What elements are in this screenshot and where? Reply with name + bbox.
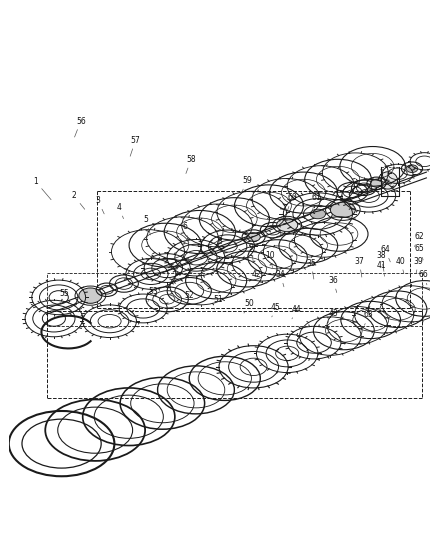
- Text: 40: 40: [395, 257, 404, 273]
- Text: 36: 36: [328, 276, 337, 293]
- Text: 37: 37: [353, 257, 363, 277]
- Text: 63: 63: [363, 311, 373, 325]
- Text: 3: 3: [95, 196, 104, 214]
- Ellipse shape: [276, 219, 297, 232]
- Text: 57: 57: [130, 136, 140, 156]
- Text: 59: 59: [241, 176, 251, 193]
- Ellipse shape: [79, 288, 102, 303]
- Ellipse shape: [330, 202, 354, 217]
- Text: 4: 4: [117, 203, 123, 219]
- Text: 5: 5: [143, 215, 150, 235]
- Text: 34: 34: [275, 270, 285, 287]
- Text: 60: 60: [286, 193, 296, 210]
- Text: 61: 61: [311, 193, 320, 210]
- Text: 43: 43: [328, 309, 337, 322]
- Text: 45: 45: [270, 303, 280, 317]
- Text: 2: 2: [71, 191, 85, 209]
- Text: 42: 42: [251, 270, 266, 284]
- Ellipse shape: [310, 209, 325, 219]
- Text: 66: 66: [418, 270, 427, 285]
- Text: 1: 1: [33, 177, 51, 200]
- Text: 52: 52: [184, 291, 194, 305]
- Text: 62: 62: [413, 232, 424, 247]
- Text: 8: 8: [217, 237, 224, 254]
- Text: 39: 39: [413, 257, 423, 273]
- Text: 58: 58: [185, 155, 195, 174]
- Text: 56: 56: [74, 117, 85, 137]
- Ellipse shape: [378, 172, 397, 189]
- Text: 51: 51: [213, 295, 223, 309]
- Ellipse shape: [246, 233, 260, 241]
- Text: 10: 10: [265, 251, 274, 268]
- Text: 38: 38: [376, 251, 385, 271]
- Ellipse shape: [405, 165, 417, 173]
- Text: 53: 53: [148, 287, 157, 302]
- Ellipse shape: [370, 180, 381, 187]
- Text: 35: 35: [306, 259, 315, 279]
- Text: 50: 50: [244, 299, 253, 313]
- Text: 65: 65: [414, 244, 424, 260]
- Text: 55: 55: [59, 289, 69, 304]
- Text: 64: 64: [379, 245, 389, 262]
- Text: 41: 41: [376, 261, 385, 276]
- Text: 9: 9: [248, 243, 253, 262]
- Text: 6: 6: [182, 222, 188, 243]
- Text: 44: 44: [291, 305, 301, 319]
